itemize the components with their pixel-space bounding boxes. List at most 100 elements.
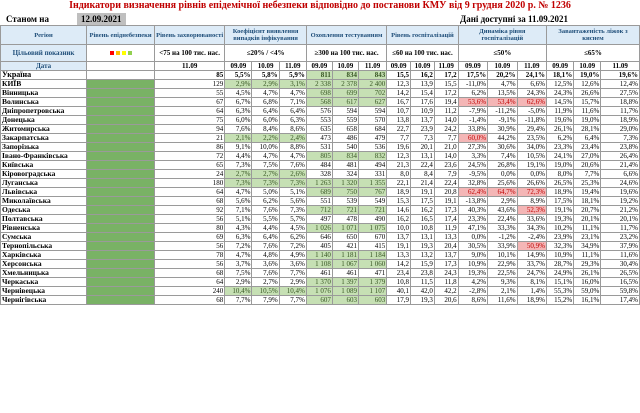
morbidity-value: 55 <box>154 88 226 98</box>
hosp-dyn-value: 20,2% <box>487 70 518 80</box>
testing-value: 421 <box>331 241 359 251</box>
testing-value: 1 370 <box>305 277 333 287</box>
region-name: Донецька <box>0 115 88 125</box>
hosp-dyn-value: -13,8% <box>457 196 489 206</box>
testing-value: 1 379 <box>357 277 388 287</box>
morbidity-value: 56 <box>154 241 226 251</box>
testing-value: 805 <box>305 151 333 161</box>
level-cell <box>86 241 156 251</box>
region-name: Рівненська <box>0 223 88 233</box>
oxygen-value: 32,3% <box>546 241 575 251</box>
oxygen-value: 26,1% <box>573 268 602 278</box>
oxygen-value: 24,3% <box>546 88 575 98</box>
region-name: Черкаська <box>0 277 88 287</box>
hosp-dyn-value: -9,1% <box>487 115 518 125</box>
testing-value: 650 <box>331 232 359 242</box>
hosp-dyn-value: 47,1% <box>457 223 489 233</box>
table-row: Дніпропетровська 64 6,3% 6,4% 6,4% 576 594 594 1… <box>0 106 640 116</box>
testing-value: 689 <box>305 187 333 197</box>
table-row: Волинська 67 6,7% 6,8% 7,1% 568 617 627 16,7 17,6… <box>0 97 640 107</box>
testing-value: 568 <box>305 97 333 107</box>
detect-value: 7,6% <box>224 124 253 134</box>
oxygen-value: 16,1% <box>573 295 602 305</box>
morbidity-value: 129 <box>154 79 226 89</box>
hosp-dyn-value: -2,8% <box>457 286 489 296</box>
oxygen-value: 23,9% <box>546 232 575 242</box>
detect-value: 7,9% <box>251 295 280 305</box>
detect-value: 7,6% <box>251 268 280 278</box>
detect-value: 10,4% <box>224 286 253 296</box>
hosp-dyn-value: 10,5% <box>516 151 548 161</box>
col-level: Рівень епіднебезпеки <box>86 25 156 45</box>
hosp-value: 12,3 <box>386 151 412 161</box>
hosp-value: 17,9 <box>386 295 412 305</box>
detect-value: 4,7% <box>224 187 253 197</box>
table-row: Миколаївська 68 5,6% 6,2% 5,6% 551 539 549 15,3 1… <box>0 196 640 206</box>
detect-value: 2,9% <box>224 79 253 89</box>
hosp-value: 17,2 <box>433 88 459 98</box>
hosp-dyn-value: 1,4% <box>516 286 548 296</box>
date-oxy-1: 10.09 <box>573 61 602 71</box>
testing-value: 415 <box>357 241 388 251</box>
hosp-value: 13,7 <box>386 232 412 242</box>
hosp-dyn-value: 6,6% <box>516 79 548 89</box>
oxygen-value: 15,1% <box>546 277 575 287</box>
hosp-dyn-value: 24,7% <box>516 268 548 278</box>
hosp-dyn-value: -2,4% <box>516 232 548 242</box>
oxygen-value: 10,9% <box>546 250 575 260</box>
hosp-dyn-value: 19,1% <box>516 160 548 170</box>
testing-value: 617 <box>331 97 359 107</box>
oxygen-value: 23,2% <box>600 232 640 242</box>
hosp-value: 15,5 <box>386 70 412 80</box>
detect-value: 4,9% <box>278 250 307 260</box>
level-cell <box>86 124 156 134</box>
hosp-dyn-value: 10,9% <box>457 259 489 269</box>
morbidity-value: 68 <box>154 196 226 206</box>
detect-value: 3,6% <box>278 259 307 269</box>
hosp-dyn-value: 0,0% <box>487 169 518 179</box>
hosp-value: 19,1 <box>433 196 459 206</box>
hosp-value: 7,7 <box>433 133 459 143</box>
hosp-value: 8,4 <box>410 169 435 179</box>
testing-value: 576 <box>305 106 333 116</box>
region-name: Волинська <box>0 97 88 107</box>
col-hosp-dyn: Динаміка рівня госпіталізацій <box>457 25 548 45</box>
hosp-value: 42,0 <box>410 286 435 296</box>
hosp-value: 11,2 <box>433 106 459 116</box>
detect-value: 7,3% <box>224 178 253 188</box>
region-name: Чернігівська <box>0 295 88 305</box>
hosp-value: 19,3 <box>410 295 435 305</box>
hosp-dyn-value: 3,3% <box>457 151 489 161</box>
detect-value: 2,7% <box>251 169 280 179</box>
level-cell <box>86 88 156 98</box>
oxygen-value: 20,1% <box>600 214 640 224</box>
hosp-value: 21,4 <box>410 178 435 188</box>
detect-value: 8,4% <box>251 124 280 134</box>
hosp-value: 19,1 <box>410 187 435 197</box>
level-cell <box>86 160 156 170</box>
testing-value: 594 <box>357 106 388 116</box>
testing-value: 767 <box>357 187 388 197</box>
hosp-value: 13,3 <box>386 250 412 260</box>
oxygen-value: 11,1% <box>573 250 602 260</box>
hosp-value: 21,3 <box>386 160 412 170</box>
hosp-value: 22,4 <box>433 178 459 188</box>
level-cell <box>86 196 156 206</box>
region-name: Запорізька <box>0 142 88 152</box>
testing-value: 627 <box>357 97 388 107</box>
level-indicator-swatches <box>86 44 156 62</box>
date-hosp-2: 11.09 <box>433 61 459 71</box>
hosp-value: 10,8 <box>386 277 412 287</box>
table-row: Вінницька 55 4,5% 4,7% 4,7% 698 699 702 14,2 15,4… <box>0 88 640 98</box>
target-hosp-dyn: ≤50% <box>457 44 548 62</box>
oxygen-value: 59,8% <box>600 286 640 296</box>
hosp-value: 16,2 <box>386 214 412 224</box>
detect-value: 5,8% <box>251 70 280 80</box>
hosp-value: 17,6 <box>410 97 435 107</box>
oxygen-value: 19,4% <box>573 187 602 197</box>
oxygen-value: 26,1% <box>546 124 575 134</box>
detect-value: 6,2% <box>251 196 280 206</box>
hosp-value: 23,6 <box>433 160 459 170</box>
level-cell <box>86 268 156 278</box>
oxygen-value: 19,6% <box>600 70 640 80</box>
